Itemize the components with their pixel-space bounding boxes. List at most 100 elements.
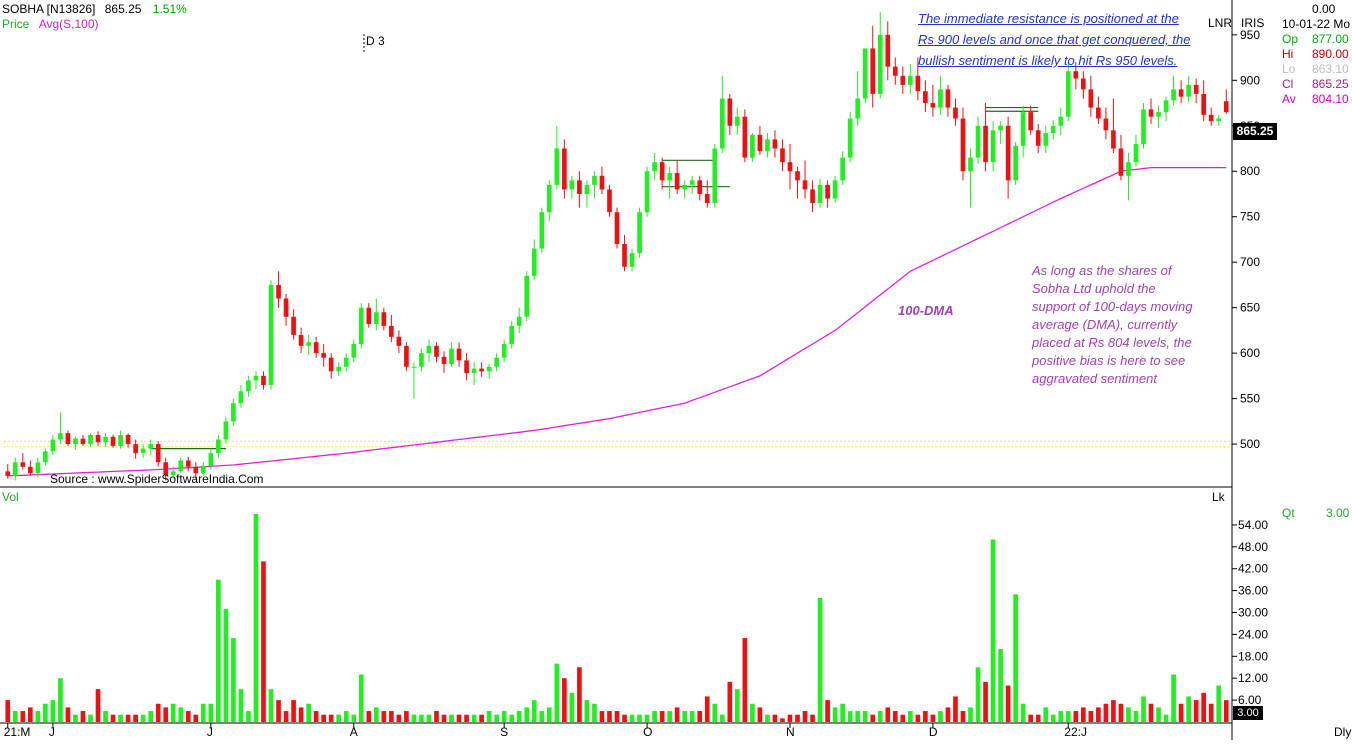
volume-bar bbox=[750, 703, 755, 722]
legend: Price Avg(S,100) bbox=[2, 17, 99, 31]
volume-bar bbox=[892, 711, 898, 722]
volume-bar bbox=[923, 711, 928, 722]
candle-body bbox=[1118, 148, 1124, 176]
volume-bar bbox=[945, 707, 951, 722]
volume-bar bbox=[644, 714, 650, 722]
candle-body bbox=[140, 448, 146, 454]
candle-body bbox=[1171, 89, 1176, 101]
candle-body bbox=[351, 344, 357, 358]
candle-body bbox=[246, 380, 251, 392]
candle-body bbox=[80, 438, 86, 445]
x-tick-label: 22:J bbox=[1064, 725, 1087, 739]
volume-bar bbox=[441, 714, 447, 722]
volume-bar bbox=[1223, 700, 1229, 722]
ohlc-value-hi: 890.00 bbox=[1312, 47, 1349, 61]
candle-body bbox=[12, 462, 18, 476]
volume-bar bbox=[434, 711, 439, 722]
candle-body bbox=[283, 298, 289, 317]
candle-body bbox=[712, 148, 718, 204]
volume-bar bbox=[351, 714, 357, 722]
volume-bar bbox=[1186, 696, 1191, 722]
volume-bar bbox=[983, 681, 988, 722]
candle-body bbox=[892, 66, 898, 76]
volume-bar bbox=[697, 711, 703, 722]
candle-body bbox=[1156, 112, 1161, 117]
volume-bar bbox=[58, 678, 63, 722]
current-price-tag: 865.25 bbox=[1233, 123, 1277, 140]
date-marker: D 3 bbox=[366, 34, 385, 48]
volume-bar bbox=[787, 714, 793, 722]
legend-avg: Avg(S,100) bbox=[38, 17, 99, 31]
candle-body bbox=[938, 89, 943, 108]
candle-body bbox=[321, 353, 326, 358]
candle-body bbox=[163, 462, 169, 475]
volume-bar bbox=[494, 714, 499, 722]
candle-body bbox=[253, 375, 259, 381]
volume-bar bbox=[1216, 685, 1222, 722]
volume-bar bbox=[652, 711, 657, 722]
candle-body bbox=[652, 162, 657, 172]
candle-body bbox=[441, 356, 447, 365]
volume-tick-label: 42.00 bbox=[1238, 562, 1268, 576]
candle-body bbox=[313, 342, 319, 354]
candle-body bbox=[990, 130, 996, 163]
price-tick-label: 900 bbox=[1240, 73, 1260, 87]
volume-bar bbox=[358, 674, 364, 722]
price-tick-label: 650 bbox=[1240, 301, 1260, 315]
candle-body bbox=[614, 212, 620, 244]
volume-bar bbox=[637, 714, 642, 722]
price-tick-label: 700 bbox=[1240, 255, 1260, 269]
volume-bar bbox=[908, 711, 913, 722]
candle-body bbox=[95, 434, 101, 443]
volume-bar bbox=[659, 711, 665, 722]
volume-tick-label: 24.00 bbox=[1238, 627, 1268, 641]
candle-body bbox=[200, 465, 206, 474]
candle-body bbox=[607, 189, 612, 213]
candle-body bbox=[810, 189, 815, 204]
legend-price: Price bbox=[2, 17, 30, 31]
candle-body bbox=[862, 48, 868, 99]
volume-bar bbox=[516, 711, 522, 722]
x-tick-label: J bbox=[49, 725, 55, 739]
candle-body bbox=[1065, 71, 1071, 117]
candle-body bbox=[1141, 109, 1146, 144]
candle-body bbox=[584, 184, 590, 194]
candle-body bbox=[426, 345, 432, 354]
candle-body bbox=[1103, 118, 1109, 131]
candle-body bbox=[336, 366, 342, 372]
volume-bar bbox=[930, 714, 936, 722]
candle-body bbox=[765, 139, 770, 152]
volume-bar bbox=[885, 707, 891, 722]
volume-bar bbox=[1171, 674, 1176, 722]
volume-bar bbox=[953, 696, 958, 722]
volume-bar bbox=[50, 700, 56, 722]
volume-bar bbox=[261, 561, 266, 722]
candle-body bbox=[185, 460, 191, 467]
candle-body bbox=[133, 444, 138, 454]
info-top-value: 0.00 bbox=[1312, 2, 1336, 16]
candle-body bbox=[1193, 84, 1199, 94]
volume-label: Vol bbox=[2, 490, 19, 504]
candle-body bbox=[291, 316, 296, 335]
volume-bar bbox=[328, 714, 334, 722]
volume-bar bbox=[148, 711, 154, 722]
volume-bar bbox=[155, 703, 161, 722]
volume-bar bbox=[238, 689, 244, 722]
candle-body bbox=[599, 175, 605, 190]
candle-body bbox=[27, 466, 33, 474]
candle-body bbox=[855, 98, 861, 119]
candle-body bbox=[155, 444, 161, 463]
volume-bar bbox=[577, 667, 582, 722]
volume-bar bbox=[366, 711, 372, 722]
candle-body bbox=[366, 307, 372, 325]
candle-body bbox=[795, 171, 800, 181]
volume-bar bbox=[291, 700, 296, 722]
candle-body bbox=[58, 433, 63, 440]
volume-bar bbox=[877, 711, 883, 722]
symbol-title: SOBHA [N13826] 865.25 1.51% bbox=[2, 2, 187, 16]
candle-body bbox=[118, 434, 123, 446]
volume-bar bbox=[1058, 711, 1064, 722]
volume-tick-label: 30.00 bbox=[1238, 606, 1268, 620]
volume-bar bbox=[133, 714, 138, 722]
volume-bar bbox=[283, 711, 289, 722]
